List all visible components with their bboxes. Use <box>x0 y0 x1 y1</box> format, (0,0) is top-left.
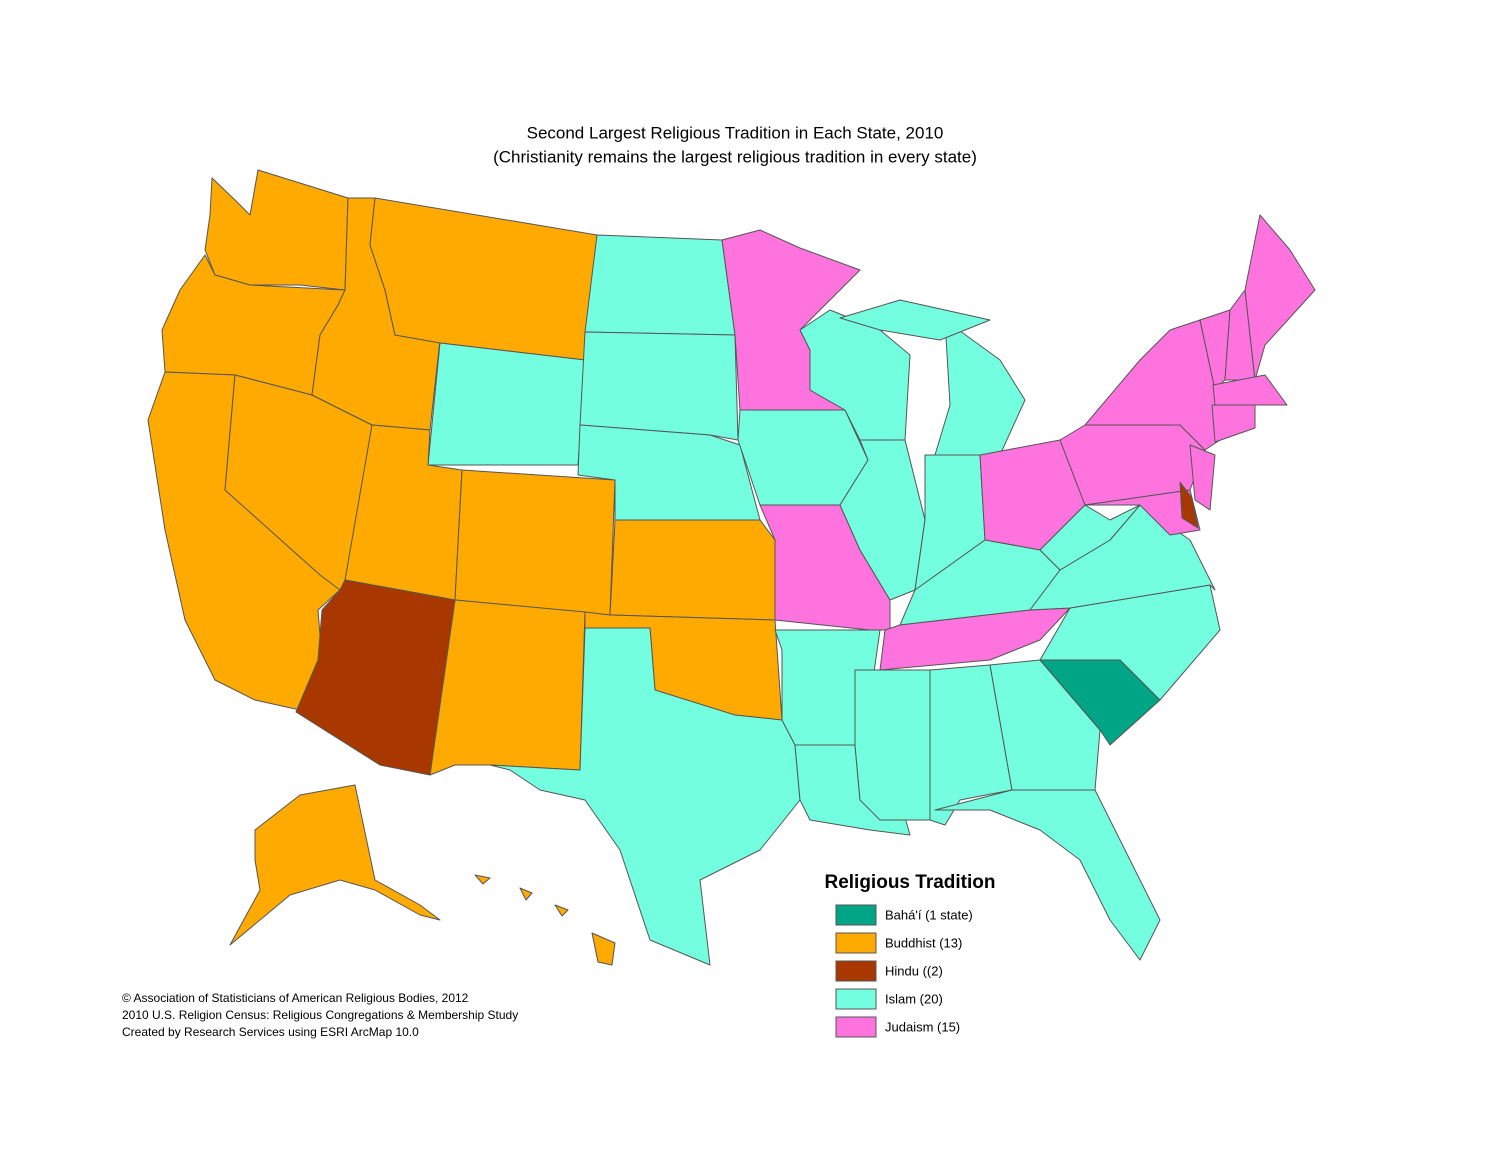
state <box>554 904 569 917</box>
legend-label: Islam (20) <box>885 991 943 1006</box>
state <box>579 331 739 441</box>
legend-label: Bahá'í (1 state) <box>885 907 973 922</box>
state <box>839 299 991 341</box>
state <box>1084 489 1201 536</box>
state <box>1211 404 1256 443</box>
state <box>609 519 776 621</box>
state <box>854 669 931 821</box>
legend-title: Religious Tradition <box>824 872 995 893</box>
state <box>204 169 349 291</box>
state <box>519 887 533 901</box>
state <box>1212 374 1288 406</box>
state <box>474 874 491 885</box>
credit-line: Created by Research Services using ESRI … <box>122 1025 419 1039</box>
state <box>229 784 441 946</box>
legend-label: Hindu ((2) <box>885 963 943 978</box>
state <box>591 932 616 966</box>
state <box>1244 214 1316 381</box>
state <box>427 342 586 466</box>
legend: Bahá'í (1 state) Buddhist (13) Hindu ((2) I… <box>835 904 973 1038</box>
state <box>369 197 598 361</box>
state <box>934 789 1161 961</box>
state <box>295 579 456 776</box>
credits: © Association of Statisticians of Americ… <box>122 991 518 1039</box>
state <box>879 607 1071 671</box>
state <box>934 319 1026 456</box>
credit-line: © Association of Statisticians of Americ… <box>122 991 469 1005</box>
state <box>454 469 616 616</box>
legend-swatch <box>835 904 877 926</box>
state <box>584 234 736 336</box>
state <box>1179 481 1199 529</box>
legend-label: Buddhist (13) <box>885 935 962 950</box>
state <box>839 439 926 601</box>
state <box>1189 444 1216 511</box>
credit-line: 2010 U.S. Religion Census: Religious Con… <box>122 1008 518 1022</box>
state <box>989 659 1101 791</box>
legend-swatch <box>835 932 877 954</box>
states <box>147 169 1316 966</box>
map-title: Second Largest Religious Tradition in Ea… <box>527 123 944 142</box>
legend-swatch <box>835 960 877 982</box>
map-subtitle: (Christianity remains the largest religi… <box>493 147 977 166</box>
legend-label: Judaism (15) <box>885 1019 960 1034</box>
legend-swatch <box>835 1016 877 1038</box>
state <box>489 627 801 966</box>
legend-swatch <box>835 988 877 1010</box>
state <box>429 599 586 776</box>
